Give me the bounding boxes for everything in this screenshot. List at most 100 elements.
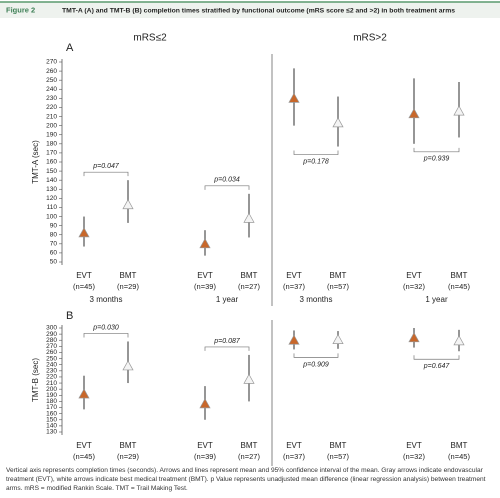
group-label: 1 year — [216, 465, 239, 466]
y-tick-label: 270 — [46, 343, 57, 350]
y-tick-label: 120 — [46, 195, 57, 202]
group-label: 3 months — [300, 295, 333, 304]
sample-size: (n=39) — [194, 452, 216, 461]
x-tick-label: EVT — [76, 271, 92, 280]
y-tick-label: 270 — [46, 59, 57, 66]
y-tick-label: 300 — [46, 325, 57, 332]
sample-size: (n=39) — [194, 282, 216, 291]
y-tick-label: 210 — [46, 380, 57, 387]
mean-marker — [199, 238, 211, 249]
x-tick-label: BMT — [330, 441, 347, 450]
y-tick-label: 260 — [46, 349, 57, 356]
caption: Vertical axis represents completion time… — [6, 467, 486, 492]
p-value: p=0.030 — [92, 324, 119, 331]
p-value: p=0.939 — [423, 156, 450, 163]
y-tick-label: 190 — [46, 392, 57, 399]
x-tick-label: BMT — [241, 271, 258, 280]
x-tick-label: EVT — [197, 271, 213, 280]
figure: Figure 2 TMT-A (A) and TMT-B (B) complet… — [0, 1, 500, 466]
column-title: mRS>2 — [353, 33, 387, 44]
sample-size: (n=32) — [403, 282, 425, 291]
y-tick-label: 220 — [46, 374, 57, 381]
sample-size: (n=29) — [117, 452, 139, 461]
figure-title: TMT-A (A) and TMT-B (B) completion times… — [62, 7, 455, 14]
y-tick-label: 150 — [46, 416, 57, 423]
y-tick-label: 220 — [46, 104, 57, 111]
panel-label: A — [66, 42, 74, 54]
p-value: p=0.909 — [302, 361, 329, 368]
x-tick-label: BMT — [241, 441, 258, 450]
group-label: 1 year — [216, 295, 239, 304]
p-value: p=0.034 — [213, 177, 240, 184]
sample-size: (n=27) — [238, 452, 260, 461]
sample-size: (n=57) — [327, 282, 349, 291]
sample-size: (n=32) — [403, 452, 425, 461]
y-tick-label: 90 — [50, 222, 58, 229]
y-axis-label: TMT-B (sec) — [31, 358, 40, 402]
bracket — [413, 355, 460, 360]
bracket — [204, 185, 250, 190]
x-tick-label: BMT — [120, 271, 137, 280]
y-tick-label: 250 — [46, 77, 57, 84]
y-tick-label: 170 — [46, 150, 57, 157]
x-tick-label: EVT — [286, 441, 302, 450]
y-tick-label: 80 — [50, 231, 58, 238]
x-tick-label: EVT — [76, 441, 92, 450]
y-tick-label: 130 — [46, 429, 57, 436]
sample-size: (n=45) — [448, 282, 470, 291]
mean-marker — [199, 398, 211, 409]
y-tick-label: 200 — [46, 386, 57, 393]
y-tick-label: 250 — [46, 355, 57, 362]
y-tick-label: 180 — [46, 141, 57, 148]
mean-marker — [332, 333, 344, 344]
bracket — [293, 353, 339, 358]
group-label: 1 year — [425, 465, 448, 466]
y-tick-label: 230 — [46, 95, 57, 102]
y-tick-label: 60 — [50, 250, 58, 257]
y-tick-label: 280 — [46, 337, 57, 344]
mean-marker — [408, 332, 420, 343]
mean-marker — [122, 360, 134, 371]
y-tick-label: 140 — [46, 423, 57, 430]
sample-size: (n=45) — [73, 452, 95, 461]
sample-size: (n=37) — [283, 282, 305, 291]
y-tick-label: 240 — [46, 361, 57, 368]
y-tick-label: 200 — [46, 122, 57, 129]
y-tick-label: 110 — [47, 204, 58, 211]
x-tick-label: EVT — [197, 441, 213, 450]
figure-label: Figure 2 — [6, 5, 35, 14]
y-tick-label: 240 — [46, 86, 57, 93]
bracket — [293, 150, 339, 155]
x-tick-label: BMT — [330, 271, 347, 280]
header-bar — [0, 2, 500, 18]
group-label: 3 months — [90, 295, 123, 304]
bracket — [413, 147, 460, 153]
mean-marker — [453, 105, 465, 116]
y-tick-label: 180 — [46, 398, 57, 405]
x-tick-label: EVT — [406, 271, 422, 280]
group-label: 3 months — [300, 465, 333, 466]
bracket — [83, 171, 129, 177]
mean-marker — [78, 227, 90, 238]
y-tick-label: 70 — [50, 241, 58, 248]
column-title: mRS≤2 — [133, 33, 167, 44]
y-tick-label: 160 — [46, 410, 57, 417]
y-tick-label: 100 — [46, 213, 57, 220]
sample-size: (n=29) — [117, 282, 139, 291]
y-tick-label: 170 — [46, 404, 57, 411]
mean-marker — [122, 199, 134, 210]
y-tick-label: 230 — [46, 368, 57, 375]
sample-size: (n=45) — [73, 282, 95, 291]
y-tick-label: 130 — [46, 186, 57, 193]
mean-marker — [288, 92, 300, 103]
y-tick-label: 150 — [46, 168, 57, 175]
y-tick-label: 160 — [46, 159, 57, 166]
group-label: 1 year — [425, 295, 448, 304]
x-tick-label: EVT — [286, 271, 302, 280]
x-tick-label: BMT — [451, 441, 468, 450]
x-tick-label: EVT — [406, 441, 422, 450]
y-tick-label: 190 — [46, 131, 57, 138]
y-tick-label: 50 — [50, 259, 58, 266]
mean-marker — [243, 373, 255, 384]
